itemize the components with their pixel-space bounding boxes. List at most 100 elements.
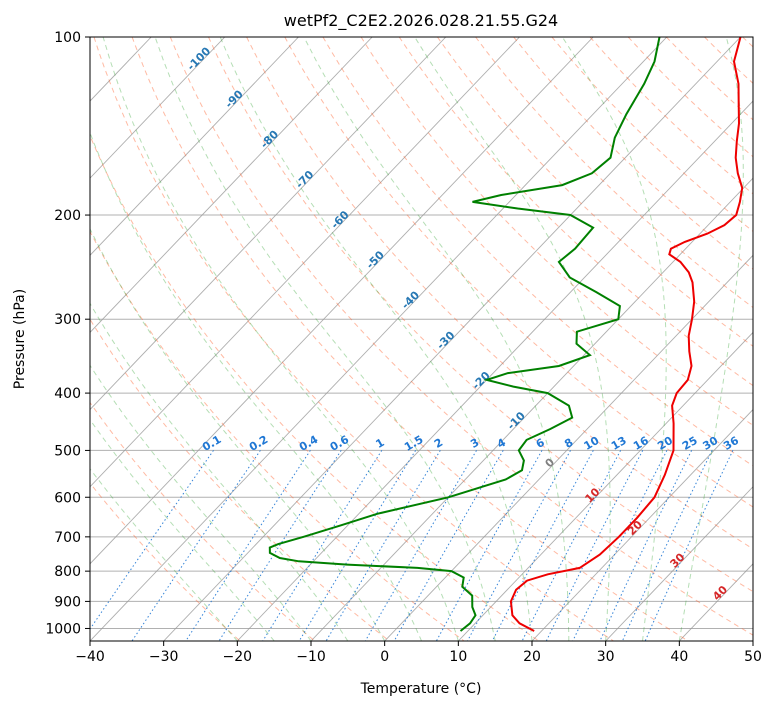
- x-tick-label: −20: [223, 649, 253, 665]
- y-tick-label: 500: [54, 443, 81, 459]
- dry-adiabat-line: [90, 318, 390, 641]
- dry-adiabat-line: [742, 37, 753, 48]
- dry-adiabat-line: [208, 37, 753, 593]
- mixing-ratio-lines: 0.1 0.2 0.4 0.6 1 1.5 2 3 4 6 8 10 13 16 20 25 30 36: [90, 433, 741, 641]
- dry-adiabat-line: [704, 37, 753, 84]
- isotherm-label: -50: [364, 248, 387, 271]
- x-tick-label: 0: [380, 649, 389, 665]
- y-axis-label: Pressure (hPa): [12, 289, 28, 389]
- mixing-ratio-label: 1: [374, 436, 387, 451]
- isotherm-line: [90, 37, 299, 256]
- isotherm-line: [531, 408, 753, 641]
- mixing-ratio-label: 2: [432, 436, 445, 451]
- isotherm-label: -10: [505, 409, 528, 432]
- y-tick-label: 700: [54, 530, 81, 546]
- y-tick-label: 800: [54, 564, 81, 580]
- mixing-ratio-line-20: [572, 450, 668, 641]
- y-tick-label: 300: [54, 312, 81, 328]
- moist-adiabat-line: [414, 37, 611, 641]
- isotherm-line: [90, 37, 447, 411]
- warm-isotherm-label: 30: [668, 550, 688, 570]
- y-tick-label: 1000: [45, 621, 81, 637]
- isotherm-line: [90, 37, 373, 334]
- mixing-ratio-line-2: [325, 450, 441, 641]
- warm-isotherm-label: 40: [710, 583, 730, 603]
- moist-adiabat-line: [561, 37, 667, 641]
- isotherm-line: [90, 37, 520, 488]
- dry-adiabat-line: [169, 37, 753, 636]
- x-tick-label: 10: [449, 649, 467, 665]
- mixing-ratio-label: 4: [495, 436, 508, 451]
- isotherm-label: -100: [185, 44, 214, 73]
- isotherm-label: -70: [293, 168, 316, 191]
- y-tick-label: 100: [54, 30, 81, 46]
- x-axis-label: Temperature (°C): [360, 681, 482, 697]
- isotherm-line: [605, 486, 753, 641]
- dry-adiabat-line: [284, 37, 753, 508]
- moist-adiabat-line: [678, 37, 744, 641]
- moist-adiabat-line: [90, 468, 238, 641]
- x-tick-label: 50: [744, 649, 762, 665]
- moist-adiabat-line: [303, 37, 570, 641]
- mixing-ratio-label: 6: [534, 436, 547, 451]
- chart-title: wetPf2_C2E2.2026.028.21.55.G24: [284, 11, 558, 31]
- plot-background: 0.1 0.2 0.4 0.6 1 1.5 2 3 4 6 8 10 13 16 20 25 30 36 -100…: [0, 37, 753, 641]
- x-tick-label: −40: [75, 649, 105, 665]
- moist-adiabat-line: [90, 418, 275, 641]
- moist-adiabat-line: [90, 364, 312, 641]
- x-tick-label: −30: [149, 649, 179, 665]
- y-tick-label: 600: [54, 490, 81, 506]
- pressure-gridlines: [90, 37, 753, 629]
- x-tick-label: −10: [296, 649, 326, 665]
- dry-adiabat-line: [551, 37, 753, 233]
- isotherm-line: [90, 37, 594, 565]
- y-tick-label: 200: [54, 208, 81, 224]
- isotherm-line: [90, 37, 668, 641]
- moist-adiabat-lines: [90, 37, 744, 641]
- dry-adiabat-line: [436, 37, 753, 347]
- moist-adiabat-line: [90, 302, 349, 641]
- moist-adiabat-line: [102, 37, 459, 641]
- isotherm-label: -80: [258, 128, 281, 151]
- mixing-ratio-line-0.4: [185, 450, 311, 641]
- mixing-ratio-line-0.2: [131, 450, 261, 641]
- isotherm-label: -90: [223, 87, 246, 110]
- mixing-ratio-line-36: [644, 450, 734, 641]
- y-tick-label: 900: [54, 594, 81, 610]
- mixing-ratio-line-16: [545, 450, 644, 641]
- mixing-ratio-line-30: [621, 450, 713, 641]
- mixing-ratio-line-3: [364, 450, 477, 641]
- dry-adiabat-line: [246, 37, 753, 550]
- mixing-ratio-line-25: [599, 450, 693, 641]
- dry-adiabat-line: [90, 230, 465, 641]
- isotherm-lines: [0, 37, 753, 641]
- x-tick-label: 20: [523, 649, 541, 665]
- dry-adiabat-line: [90, 134, 540, 641]
- isotherm-line: [163, 37, 741, 641]
- x-tick-label: 40: [670, 649, 688, 665]
- mixing-ratio-line-13: [521, 450, 622, 641]
- dry-adiabat-line: [475, 37, 753, 309]
- mixing-ratio-line-0.1: [90, 450, 214, 630]
- profile-series: [268, 37, 744, 632]
- dry-adiabat-lines: [90, 37, 753, 641]
- isotherm-line: [0, 37, 4, 641]
- moist-adiabat-line: [90, 227, 386, 641]
- moist-adiabat-line: [219, 37, 533, 641]
- isotherm-line: [752, 640, 753, 641]
- mixing-ratio-line-0.6: [218, 450, 342, 641]
- dry-adiabat-line: [665, 37, 753, 121]
- dry-adiabat-line: [513, 37, 753, 270]
- y-axis-ticks: 100 200 300 400 500 600 700 800 900 1000: [45, 30, 90, 637]
- mixing-ratio-line-6: [435, 450, 543, 641]
- isotherm-line: [457, 331, 753, 641]
- dry-adiabat-line: [322, 37, 753, 467]
- mixing-ratio-line-8: [467, 450, 571, 641]
- y-tick-label: 400: [54, 386, 81, 402]
- dry-adiabat-line: [93, 37, 614, 641]
- isotherm-line: [90, 37, 226, 179]
- plot-frame: [89, 36, 754, 642]
- moist-adiabat-line: [154, 37, 496, 641]
- mixing-ratio-line-1: [262, 450, 383, 641]
